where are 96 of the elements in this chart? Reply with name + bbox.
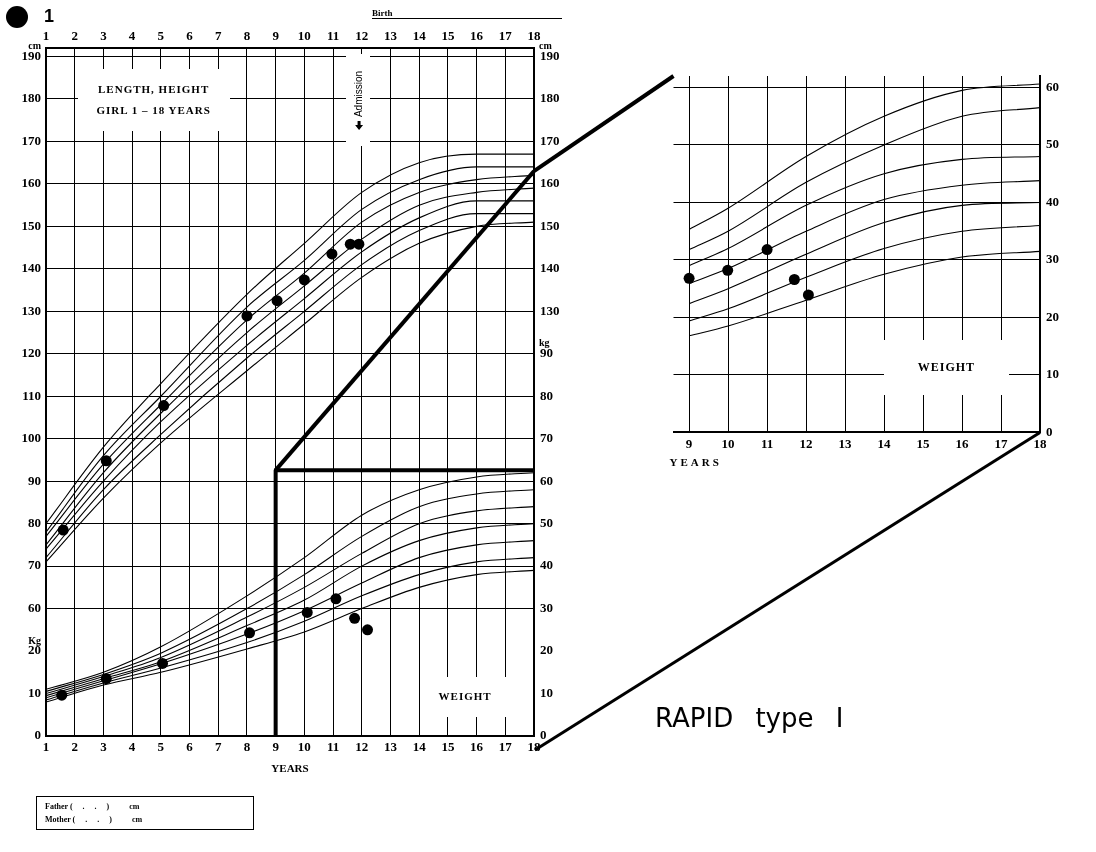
y-tick-label: 100 [21, 430, 41, 446]
x-tick-label: 17 [994, 435, 1009, 451]
y-tick-label: 70 [28, 557, 41, 573]
x2-tick-label: 11 [326, 739, 340, 755]
x2-tick-label: 7 [214, 739, 222, 755]
x-tick-label: 12 [355, 27, 369, 43]
x-tick-label: 12 [799, 435, 813, 451]
y2-tick-label: 130 [540, 302, 560, 318]
x2-tick-label: 17 [498, 739, 513, 755]
x-tick-label: 10 [721, 435, 735, 451]
y2-tick-label: 140 [540, 260, 560, 276]
text: 1 [44, 6, 55, 27]
y2-tick-label: 20 [1046, 308, 1059, 324]
y-tick-label: 80 [28, 515, 41, 531]
x2-tick-label: 9 [272, 739, 280, 755]
text: RAPID type I [655, 703, 844, 733]
x-tick-label: 11 [326, 27, 340, 43]
caption-box: LENGTH, HEIGHT GIRL 1 – 18 YEARS [77, 69, 230, 131]
x-tick-label: 6 [186, 27, 194, 43]
y2-tick-label: 40 [540, 557, 553, 573]
x-tick-label: 2 [71, 27, 78, 43]
x2-tick-label: 6 [186, 739, 194, 755]
y2-tick-label: 60 [540, 472, 553, 488]
y2-tick-label: 10 [540, 684, 553, 700]
x2-tick-label: 3 [100, 739, 108, 755]
y-tick-label: 180 [21, 90, 41, 106]
y2-tick-label: 60 [1046, 78, 1059, 94]
y2-tick-label: 80 [540, 387, 553, 403]
y2-tick-label: 20 [540, 642, 553, 658]
x2-tick-label: 8 [243, 739, 251, 755]
x2-tick-label: 4 [128, 739, 136, 755]
x2-tick-label: 5 [157, 739, 165, 755]
y2-tick-label: 180 [540, 90, 560, 106]
y-tick-label: 160 [21, 175, 41, 191]
y2-tick-label: 70 [540, 430, 553, 446]
y-tick-label: 0 [34, 727, 41, 743]
x2-tick-label: 2 [71, 739, 78, 755]
y2-tick-label: 30 [540, 599, 553, 615]
caption-box: Admission [345, 54, 371, 146]
x2-tick-label: 13 [383, 739, 398, 755]
y-tick-label: 130 [21, 302, 41, 318]
x2-tick-label: 10 [297, 739, 311, 755]
y-tick-label: 10 [28, 684, 41, 700]
y-axis-title: cm [28, 40, 42, 52]
y-tick-label: 150 [21, 217, 41, 233]
x-tick-label: 17 [498, 27, 513, 43]
x-tick-label: 13 [383, 27, 398, 43]
x-tick-label: 4 [128, 27, 136, 43]
x-tick-label: 16 [470, 27, 484, 43]
x-tick-label: 16 [955, 435, 970, 451]
x2-tick-label: 14 [412, 739, 427, 755]
x-tick-label: 18 [527, 27, 541, 43]
y2-tick-label: 150 [540, 217, 560, 233]
x2-tick-label: 1 [42, 739, 50, 755]
x-tick-label: 9 [685, 435, 693, 451]
x2-tick-label: 12 [355, 739, 369, 755]
annotation: GIRL 1 – 18 YEARS [96, 103, 211, 118]
x-tick-label: 8 [243, 27, 251, 43]
x-tick-label: 1 [42, 27, 50, 43]
x-tick-label: 9 [272, 27, 280, 43]
y-tick-label: 90 [28, 472, 41, 488]
y-tick-label: 120 [21, 345, 41, 361]
y2-tick-label: 160 [540, 175, 560, 191]
y-tick-label: 60 [28, 599, 41, 615]
y2-axis-title: cm [539, 40, 553, 52]
x-tick-label: 3 [100, 27, 108, 43]
x-tick-label: 10 [297, 27, 311, 43]
y2-tick-label: 50 [540, 515, 553, 531]
x-tick-label: 11 [760, 435, 774, 451]
x-tick-label: 15 [441, 27, 455, 43]
y2-tick-label: 170 [540, 132, 560, 148]
y2-tick-label: 10 [1046, 366, 1059, 382]
annotation: Admission [352, 70, 364, 117]
caption-box: WEIGHT [884, 340, 1009, 396]
y-tick-label: 170 [21, 132, 41, 148]
y2-tick-label: 50 [1046, 136, 1059, 152]
x-tick-label: 7 [214, 27, 222, 43]
x-tick-label: 18 [1033, 435, 1047, 451]
x-tick-label: 14 [877, 435, 892, 451]
x2-tick-label: 15 [441, 739, 455, 755]
x-axis-title: YEARS [271, 762, 309, 775]
x-tick-label: 13 [838, 435, 853, 451]
annotation: LENGTH, HEIGHT [98, 82, 210, 98]
y2-tick-label: 30 [1046, 251, 1059, 267]
x-tick-label: 14 [412, 27, 427, 43]
form-field: Father ( . . ) cm Mother ( . . ) cm [36, 796, 254, 830]
y2-tick-label: 40 [1046, 193, 1059, 209]
y2-tick-label: 0 [1046, 423, 1053, 439]
y-tick-label: 140 [21, 260, 41, 276]
text: Birth [372, 8, 562, 19]
x-tick-label: 15 [916, 435, 931, 451]
x-axis-title: YEARS [669, 456, 722, 469]
y-tick-label: 110 [22, 387, 41, 403]
x2-tick-label: 16 [470, 739, 484, 755]
y2-tick-label: 0 [540, 727, 547, 743]
x-tick-label: 5 [157, 27, 165, 43]
